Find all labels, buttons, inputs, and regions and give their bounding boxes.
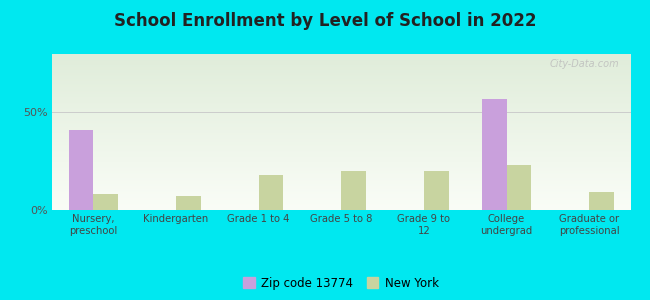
Bar (341, 171, 366, 210)
Bar (94, 194, 118, 210)
Bar (589, 193, 614, 210)
Text: City-Data.com: City-Data.com (549, 59, 619, 69)
Bar (424, 171, 448, 210)
Legend: Zip code 13774, New York: Zip code 13774, New York (239, 272, 444, 295)
Text: School Enrollment by Level of School in 2022: School Enrollment by Level of School in … (114, 12, 536, 30)
Bar (482, 99, 506, 210)
Bar (506, 165, 531, 210)
Bar (259, 175, 283, 210)
Bar (176, 196, 201, 210)
Bar (68, 130, 94, 210)
